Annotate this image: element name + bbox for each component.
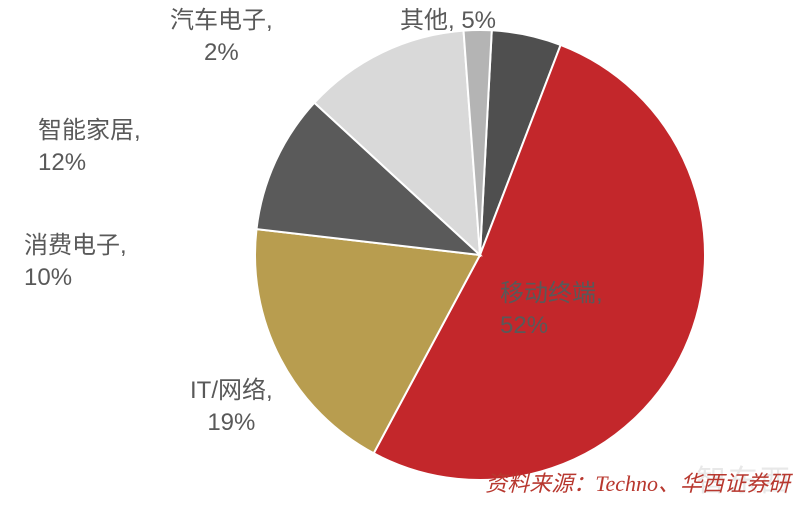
slice-label-消费电子: 消费电子,10% [24, 230, 127, 295]
slice-label-IT/网络: IT/网络,19% [190, 375, 273, 440]
pie-chart-container: 其他, 5% 移动终端,52% IT/网络,19% 消费电子,10% 智能家居,12% 汽… [0, 0, 800, 506]
slice-label-移动终端: 移动终端,52% [500, 278, 603, 343]
pie-chart [250, 20, 720, 490]
source-text: 资料来源：Techno、华西证券研 [485, 466, 790, 498]
slice-label-智能家居: 智能家居,12% [38, 115, 141, 180]
slice-label-其他: 其他, 5% [400, 5, 496, 37]
slice-label-汽车电子: 汽车电子,2% [170, 5, 273, 70]
